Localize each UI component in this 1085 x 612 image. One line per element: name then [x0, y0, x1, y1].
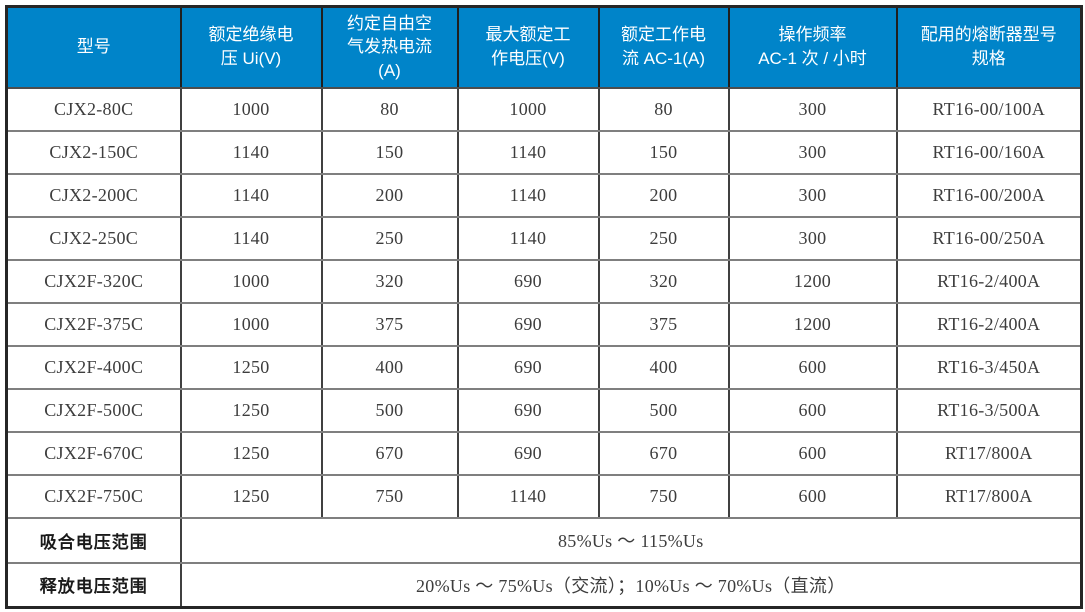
value-cell: 750 [320, 473, 459, 519]
col-header-fuse-spec: 配用的熔断器型号 规格 [895, 5, 1083, 89]
value-cell: 300 [727, 86, 898, 132]
value-cell: 1140 [179, 215, 323, 261]
model-cell: CJX2F-375C [5, 301, 182, 347]
value-cell: RT16-00/250A [895, 215, 1083, 261]
model-cell: CJX2-150C [5, 129, 182, 175]
table-row: CJX2F-320C 1000 320 690 320 1200 RT16-2/400A [5, 258, 1083, 304]
model-cell: CJX2F-320C [5, 258, 182, 304]
value-cell: 690 [456, 387, 600, 433]
table-row: CJX2F-375C 1000 375 690 375 1200 RT16-2/400A [5, 301, 1083, 347]
value-cell: 600 [727, 430, 898, 476]
value-cell: 1140 [179, 129, 323, 175]
value-cell: 80 [597, 86, 730, 132]
header-row: 型号 额定绝缘电 压 Ui(V) 约定自由空 气发热电流 (A) 最大额定工 作… [5, 5, 1083, 89]
value-cell: RT16-2/400A [895, 301, 1083, 347]
value-cell: 1000 [456, 86, 600, 132]
value-cell: 1250 [179, 430, 323, 476]
table-body: CJX2-80C 1000 80 1000 80 300 RT16-00/100A CJX2-… [5, 86, 1083, 519]
value-cell: 1140 [456, 129, 600, 175]
value-cell: 500 [320, 387, 459, 433]
model-cell: CJX2F-750C [5, 473, 182, 519]
value-cell: 670 [597, 430, 730, 476]
value-cell: 690 [456, 430, 600, 476]
col-header-max-working-voltage: 最大额定工 作电压(V) [456, 5, 600, 89]
value-cell: 690 [456, 301, 600, 347]
value-cell: 690 [456, 344, 600, 390]
model-cell: CJX2F-670C [5, 430, 182, 476]
value-cell: RT16-00/100A [895, 86, 1083, 132]
value-cell: 1000 [179, 301, 323, 347]
table-row: CJX2-80C 1000 80 1000 80 300 RT16-00/100A [5, 86, 1083, 132]
model-cell: CJX2-80C [5, 86, 182, 132]
value-cell: 150 [597, 129, 730, 175]
value-cell: 1000 [179, 86, 323, 132]
value-cell: 750 [597, 473, 730, 519]
value-cell: 1250 [179, 387, 323, 433]
value-cell: 690 [456, 258, 600, 304]
value-cell: 670 [320, 430, 459, 476]
release-voltage-row: 释放电压范围 20%Us ～ 75%Us（交流）；10%Us ～ 70%Us（直… [5, 561, 1083, 609]
value-cell: 1200 [727, 258, 898, 304]
col-header-conventional-thermal-current: 约定自由空 气发热电流 (A) [320, 5, 459, 89]
contactor-spec-table: 型号 额定绝缘电 压 Ui(V) 约定自由空 气发热电流 (A) 最大额定工 作… [5, 5, 1083, 609]
col-header-rated-working-current: 额定工作电 流 AC-1(A) [597, 5, 730, 89]
value-cell: 500 [597, 387, 730, 433]
table-row: CJX2F-750C 1250 750 1140 750 600 RT17/800A [5, 473, 1083, 519]
table-footer: 吸合电压范围 85%Us ～ 115%Us 释放电压范围 20%Us ～ 75%… [5, 516, 1083, 609]
table-header: 型号 额定绝缘电 压 Ui(V) 约定自由空 气发热电流 (A) 最大额定工 作… [5, 5, 1083, 89]
value-cell: 375 [320, 301, 459, 347]
value-cell: 600 [727, 344, 898, 390]
value-cell: 1140 [456, 172, 600, 218]
table-row: CJX2-250C 1140 250 1140 250 300 RT16-00/250A [5, 215, 1083, 261]
value-cell: 300 [727, 129, 898, 175]
value-cell: 250 [597, 215, 730, 261]
value-cell: 300 [727, 172, 898, 218]
value-cell: RT16-2/400A [895, 258, 1083, 304]
value-cell: 1140 [456, 215, 600, 261]
model-cell: CJX2F-400C [5, 344, 182, 390]
pickup-voltage-row: 吸合电压范围 85%Us ～ 115%Us [5, 516, 1083, 564]
model-cell: CJX2-250C [5, 215, 182, 261]
value-cell: 375 [597, 301, 730, 347]
value-cell: 1000 [179, 258, 323, 304]
value-cell: 320 [597, 258, 730, 304]
value-cell: 150 [320, 129, 459, 175]
value-cell: 600 [727, 473, 898, 519]
value-cell: 400 [320, 344, 459, 390]
model-cell: CJX2-200C [5, 172, 182, 218]
value-cell: 1250 [179, 473, 323, 519]
value-cell: 600 [727, 387, 898, 433]
value-cell: 400 [597, 344, 730, 390]
table-row: CJX2F-670C 1250 670 690 670 600 RT17/800A [5, 430, 1083, 476]
pickup-voltage-label: 吸合电压范围 [5, 516, 182, 564]
value-cell: 250 [320, 215, 459, 261]
release-voltage-value: 20%Us ～ 75%Us（交流）；10%Us ～ 70%Us（直流） [179, 561, 1083, 609]
value-cell: RT17/800A [895, 430, 1083, 476]
pickup-voltage-value: 85%Us ～ 115%Us [179, 516, 1083, 564]
value-cell: 1200 [727, 301, 898, 347]
table-row: CJX2F-400C 1250 400 690 400 600 RT16-3/450A [5, 344, 1083, 390]
col-header-rated-insulation-voltage: 额定绝缘电 压 Ui(V) [179, 5, 323, 89]
value-cell: 200 [597, 172, 730, 218]
value-cell: 300 [727, 215, 898, 261]
release-voltage-label: 释放电压范围 [5, 561, 182, 609]
value-cell: 1250 [179, 344, 323, 390]
value-cell: RT16-3/500A [895, 387, 1083, 433]
value-cell: RT16-00/200A [895, 172, 1083, 218]
value-cell: RT16-3/450A [895, 344, 1083, 390]
value-cell: RT17/800A [895, 473, 1083, 519]
value-cell: 200 [320, 172, 459, 218]
col-header-operating-frequency: 操作频率 AC-1 次 / 小时 [727, 5, 898, 89]
model-cell: CJX2F-500C [5, 387, 182, 433]
table-row: CJX2F-500C 1250 500 690 500 600 RT16-3/500A [5, 387, 1083, 433]
table-row: CJX2-150C 1140 150 1140 150 300 RT16-00/160A [5, 129, 1083, 175]
value-cell: 80 [320, 86, 459, 132]
value-cell: 320 [320, 258, 459, 304]
value-cell: 1140 [179, 172, 323, 218]
value-cell: RT16-00/160A [895, 129, 1083, 175]
value-cell: 1140 [456, 473, 600, 519]
col-header-model: 型号 [5, 5, 182, 89]
table-row: CJX2-200C 1140 200 1140 200 300 RT16-00/200A [5, 172, 1083, 218]
